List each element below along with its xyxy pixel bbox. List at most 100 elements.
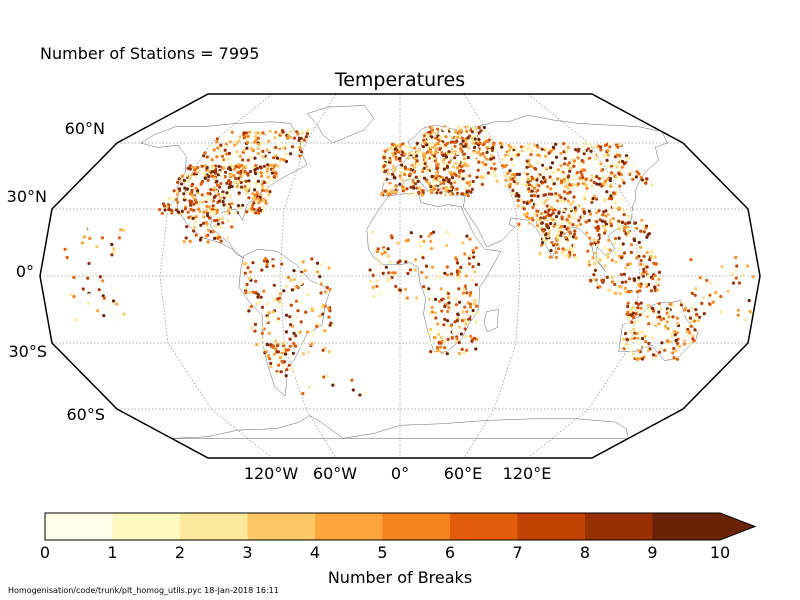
station-marker [452,172,456,176]
station-marker [494,174,498,178]
station-marker [436,166,440,170]
station-marker [492,156,496,160]
station-marker [310,308,314,312]
station-marker [193,225,197,229]
station-marker [303,269,307,273]
station-marker [653,255,657,259]
station-marker [264,319,269,323]
station-marker [249,146,253,150]
station-marker [650,250,654,254]
station-marker [596,144,601,148]
station-marker [100,236,104,240]
station-marker [432,185,436,189]
station-marker [570,157,574,161]
station-marker [582,210,586,214]
station-marker [467,143,471,147]
station-marker [213,219,217,223]
station-marker [185,173,189,178]
station-marker [567,223,571,227]
station-marker [449,181,453,185]
station-marker [237,165,241,169]
station-marker [235,185,239,189]
station-marker [194,233,198,237]
station-marker [462,152,466,156]
station-marker [504,178,508,182]
station-marker [605,247,610,251]
station-marker [472,302,476,306]
station-marker [438,299,442,304]
station-marker [433,143,437,147]
station-marker [621,178,625,182]
station-marker [192,229,196,233]
station-marker [392,153,396,157]
station-marker [202,215,206,219]
station-marker [566,186,570,190]
station-marker [224,152,229,156]
station-marker [430,125,434,130]
station-marker [616,206,621,210]
station-marker [462,174,466,178]
station-marker [635,357,640,361]
station-marker [262,311,266,315]
station-marker [524,149,528,153]
station-marker [592,273,596,277]
station-marker [613,236,618,241]
station-marker [595,257,599,262]
station-marker [298,330,302,334]
station-marker [604,209,608,213]
station-marker [296,309,300,313]
station-marker [423,140,427,144]
station-marker [218,217,222,221]
station-marker [200,193,204,197]
station-marker [463,252,467,256]
station-marker [552,224,556,228]
station-marker [530,148,534,152]
station-marker [617,247,621,251]
station-marker [454,161,458,166]
station-marker [271,310,275,314]
station-marker [212,230,216,234]
station-marker [218,171,222,175]
station-marker [228,183,232,187]
station-marker [403,173,407,177]
station-marker [687,335,691,339]
station-marker [225,181,229,185]
station-marker [289,323,293,327]
station-marker [626,304,630,309]
station-marker [462,144,466,148]
station-marker [597,182,602,186]
station-marker [461,241,465,245]
station-marker [409,183,413,187]
station-marker [283,352,288,356]
station-marker [441,297,445,301]
station-marker [408,176,412,180]
station-marker [384,265,388,269]
station-marker [266,167,270,171]
station-marker [496,146,501,150]
station-marker [479,175,483,179]
station-marker [559,151,563,156]
map-title: Temperatures [334,69,466,91]
station-marker [196,169,200,173]
station-marker [568,250,572,254]
station-marker [533,194,537,198]
station-marker [386,172,391,176]
station-marker [450,185,454,189]
station-marker [441,132,445,136]
station-marker [298,136,302,140]
station-marker [281,342,286,346]
station-marker [444,155,449,159]
station-marker [323,329,327,333]
station-marker [506,154,510,158]
station-markers [63,125,755,397]
station-marker [218,185,222,189]
station-marker [318,314,322,318]
station-marker [492,162,496,166]
station-marker [576,256,580,260]
station-marker [589,144,593,148]
station-marker [477,160,481,164]
station-marker [566,175,570,179]
station-marker [271,159,275,163]
station-marker [446,319,450,323]
station-marker [450,135,454,139]
